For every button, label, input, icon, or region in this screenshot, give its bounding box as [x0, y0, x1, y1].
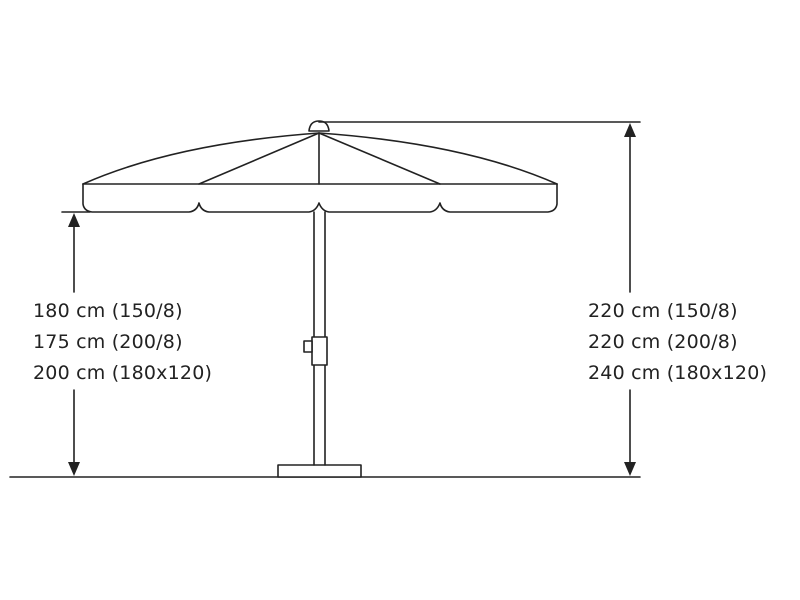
canopy-finial	[308, 120, 330, 132]
right-dimension-labels: 220 cm (150/8) 220 cm (200/8) 240 cm (18…	[588, 296, 767, 389]
parasol-base	[277, 464, 362, 478]
canopy-ribs	[198, 132, 441, 185]
left-dimension-label: 200 cm (180x120)	[33, 362, 213, 384]
right-arrow-up-icon	[624, 123, 636, 137]
canopy-valance	[82, 183, 558, 213]
right-dimension-label: 220 cm (200/8)	[588, 331, 738, 353]
left-dimension-label: 175 cm (200/8)	[33, 331, 183, 353]
right-arrow-down-icon	[624, 462, 636, 476]
right-dimension-label: 240 cm (180x120)	[588, 362, 768, 384]
left-arrow-down-icon	[68, 462, 80, 476]
left-dimension-label: 180 cm (150/8)	[33, 300, 183, 322]
left-arrow-up-icon	[68, 213, 80, 227]
crank-handle	[303, 340, 313, 353]
canopy-roof	[82, 132, 558, 185]
right-dimension-label: 220 cm (150/8)	[588, 300, 738, 322]
crank-housing	[311, 336, 328, 366]
left-dimension-labels: 180 cm (150/8) 175 cm (200/8) 200 cm (18…	[33, 296, 212, 389]
